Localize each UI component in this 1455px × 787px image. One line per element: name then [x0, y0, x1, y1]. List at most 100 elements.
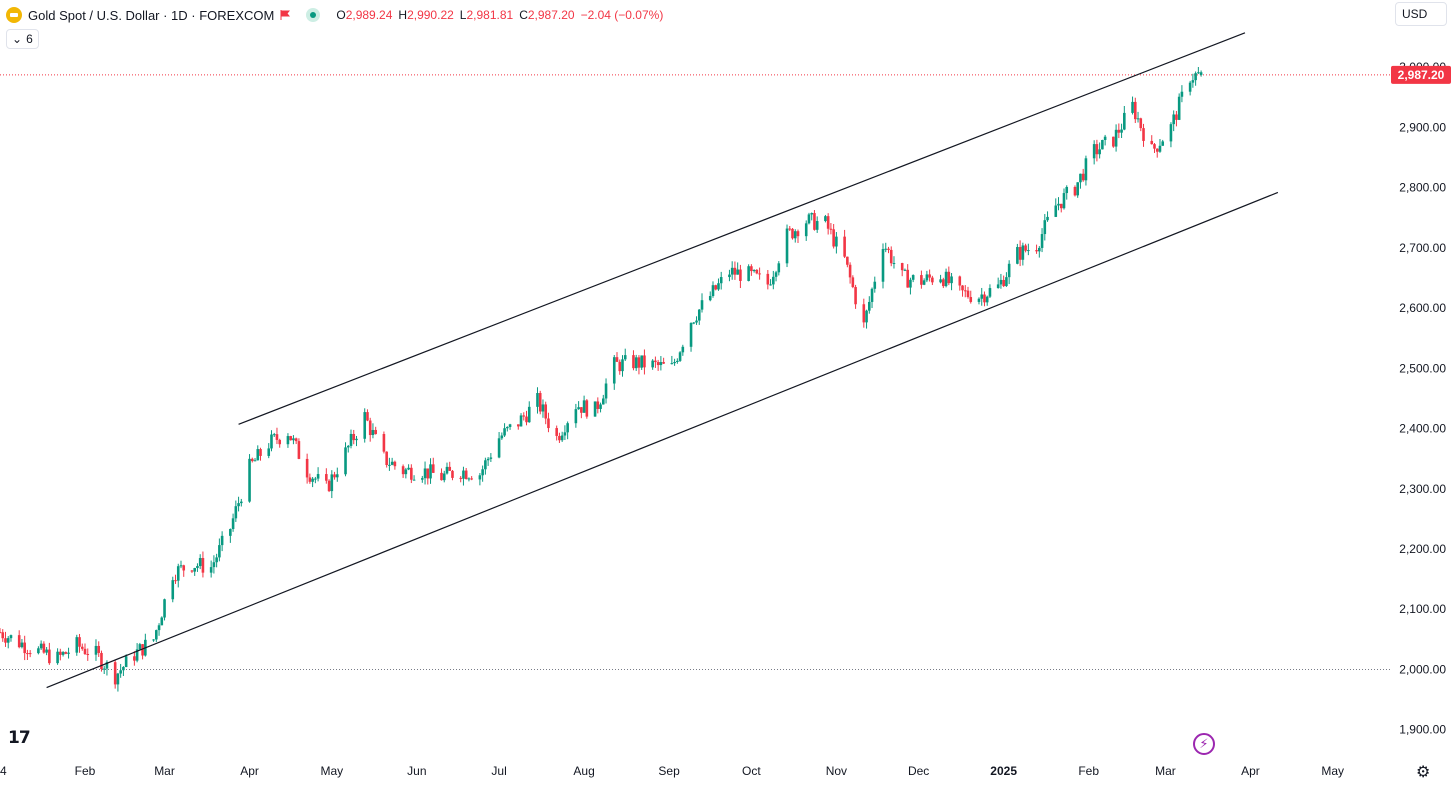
candle-body	[848, 264, 852, 278]
candle-body	[122, 667, 125, 671]
candle-body	[371, 429, 375, 436]
time-axis[interactable]: 24 Feb Mar Apr May Jun Jul Aug Sep Oct Nov Dec 2025 F…	[0, 764, 1344, 778]
candle-body	[911, 275, 915, 280]
candle-body	[612, 357, 616, 384]
candle-body	[580, 407, 583, 413]
candle-body	[17, 635, 21, 648]
candle-body	[826, 216, 830, 229]
candle-body	[719, 277, 723, 284]
last-price-text: 2,987.20	[1398, 68, 1445, 82]
currency-select[interactable]: USD	[1395, 2, 1447, 26]
candle-body	[352, 433, 356, 441]
candle-body	[593, 401, 597, 417]
candle-body	[950, 276, 953, 284]
candle-body	[681, 346, 685, 353]
candle-body	[966, 290, 970, 298]
candle-body	[788, 228, 792, 230]
flag-icon[interactable]	[280, 10, 291, 20]
y-tick-label: 2,300.00	[1399, 482, 1446, 496]
candle-body	[555, 428, 558, 436]
ohlc-value: 2,989.24	[345, 8, 393, 22]
candle-body	[421, 478, 424, 480]
candle-body	[412, 479, 416, 481]
candle-body	[431, 464, 435, 473]
candle-body	[292, 438, 295, 441]
channel-upper-line[interactable]	[238, 32, 1246, 425]
candle-body	[1057, 203, 1060, 206]
candle-body	[961, 285, 964, 291]
candle-body	[497, 438, 501, 458]
price-axis[interactable]: 1,900.00 2,000.00 2,100.00 2,200.00 2,300.00…	[1399, 60, 1446, 737]
candle-body	[297, 441, 301, 459]
candle-body	[445, 466, 449, 474]
candle-body	[862, 304, 866, 323]
channel-drawing[interactable]	[46, 32, 1279, 689]
candle-body	[730, 267, 734, 275]
candle-body	[881, 249, 885, 282]
x-tick-label: Jun	[407, 764, 426, 778]
candle-body	[708, 296, 712, 301]
candle-body	[1002, 279, 1005, 287]
candle-body	[785, 228, 789, 264]
tradingview-logo-icon[interactable]: 17	[8, 728, 31, 748]
candle-body	[218, 545, 221, 558]
indicators-collapse-button[interactable]: ⌄ 6	[6, 29, 39, 49]
candle-body	[670, 363, 674, 365]
candle-body	[26, 653, 29, 655]
candle-body	[390, 461, 394, 465]
candle-body	[1139, 118, 1143, 129]
candle-body	[947, 271, 951, 284]
candle-body	[522, 415, 526, 417]
channel-lower-line[interactable]	[46, 191, 1279, 689]
candle-body	[248, 458, 251, 502]
candle-body	[835, 236, 838, 247]
candle-body	[229, 529, 232, 536]
candle-body	[9, 635, 13, 639]
candle-body	[442, 473, 446, 481]
candle-body	[563, 432, 567, 436]
x-tick-label: 2025	[990, 764, 1017, 778]
currency-label: USD	[1402, 7, 1428, 21]
candle-body	[59, 651, 62, 655]
candle-body	[758, 273, 761, 275]
candle-body	[388, 464, 391, 466]
candle-body	[807, 214, 811, 224]
candle-body	[733, 267, 737, 275]
candle-body	[804, 223, 808, 237]
candle-body	[538, 393, 542, 412]
candle-body	[253, 460, 257, 462]
candle-body	[20, 642, 24, 648]
lightning-icon[interactable]: ⚡	[1193, 733, 1215, 755]
ohlc-value: −2.04 (−0.07%)	[580, 8, 664, 22]
symbol-title[interactable]: Gold Spot / U.S. Dollar · 1D · FOREXCOM	[28, 7, 275, 23]
candle-body	[1117, 129, 1121, 133]
candle-body	[604, 383, 608, 399]
x-tick-label: Feb	[75, 764, 96, 778]
gear-icon[interactable]: ⚙	[1416, 764, 1431, 781]
candle-body	[97, 645, 101, 653]
candle-body	[867, 301, 871, 311]
candle-body	[289, 436, 292, 441]
candle-body	[198, 558, 202, 567]
candle-body	[678, 352, 682, 361]
last-price-label: 2,987.20	[1391, 65, 1451, 84]
candle-body	[516, 424, 520, 427]
candle-body	[547, 418, 550, 429]
x-tick-label: Nov	[826, 764, 847, 778]
market-status-icon[interactable]	[306, 8, 321, 22]
candle-body	[506, 427, 509, 429]
candle-body	[481, 469, 484, 476]
candle-body	[714, 285, 718, 290]
candle-body	[451, 470, 454, 478]
candle-body	[335, 474, 339, 478]
candle-body	[931, 277, 934, 283]
candle-body	[1018, 247, 1022, 260]
candle-body	[160, 617, 164, 626]
last-price-badge	[1391, 65, 1451, 84]
candle-body	[903, 269, 907, 271]
candle-body	[141, 644, 144, 656]
candle-body	[560, 435, 564, 441]
candle-body	[294, 438, 298, 442]
candle-body	[793, 231, 797, 239]
